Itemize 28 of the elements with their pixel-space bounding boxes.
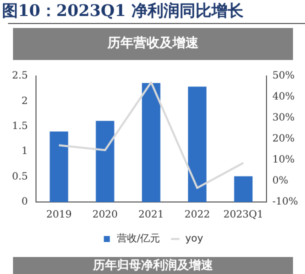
y-tick-label: 0 xyxy=(22,196,28,208)
y2-tick-label: 40% xyxy=(272,92,295,103)
y2-tick-label: 20% xyxy=(272,134,295,145)
x-tick-label: 2021 xyxy=(138,210,164,221)
bar xyxy=(50,131,68,202)
legend-label: 营收/亿元 xyxy=(116,232,160,245)
bar xyxy=(96,120,114,202)
y-tick-label: 2 xyxy=(22,96,28,107)
y-tick-label: 1 xyxy=(22,146,28,158)
bar xyxy=(142,83,160,202)
x-tick-label: 2022 xyxy=(184,210,210,221)
x-tick-label: 2020 xyxy=(92,210,118,221)
y2-tick-label: -10% xyxy=(272,196,298,208)
text: 历年归母净利润及增速 xyxy=(13,257,293,274)
chart-title: 图10：2023Q1 净利润同比增长 xyxy=(2,1,244,22)
bar xyxy=(188,86,206,202)
bar xyxy=(234,176,253,202)
y2-tick-label: 10% xyxy=(272,154,295,166)
y-tick-label: 0.5 xyxy=(12,171,28,182)
legend-label: yoy xyxy=(185,234,204,245)
y2-tick-label: 50% xyxy=(272,70,295,82)
y2-tick-label: 0% xyxy=(272,176,288,187)
y-tick-label: 2.5 xyxy=(12,70,28,82)
chart-subtitle: 历年营收及增速 xyxy=(13,28,293,60)
x-tick-label: 2019 xyxy=(46,210,72,221)
y-tick-label: 1.5 xyxy=(12,120,28,132)
x-tick-label: 2023Q1 xyxy=(223,210,264,221)
y2-tick-label: 30% xyxy=(272,112,295,124)
